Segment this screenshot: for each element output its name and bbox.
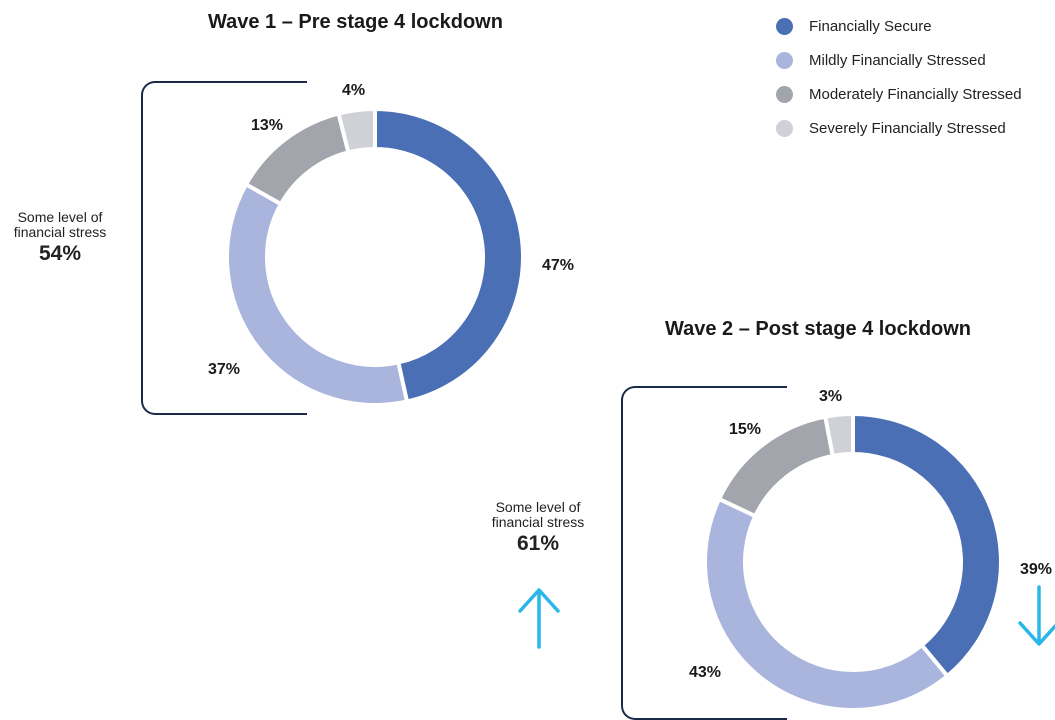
wave2-slice-label-43: 43%: [689, 664, 722, 681]
legend-item-financially-secure: Financially Secure: [776, 9, 1022, 43]
legend-swatch: [776, 85, 793, 103]
legend-item-moderately-stressed: Moderately Financially Stressed: [776, 77, 1022, 111]
arrow-down-icon: [1018, 585, 1055, 646]
wave2-title: Wave 2 – Post stage 4 lockdown: [665, 318, 972, 340]
legend-label: Mildly Financially Stressed: [809, 51, 986, 69]
wave1-callout-value: 54%: [38, 242, 82, 265]
wave2-slice-label-15: 15%: [729, 421, 762, 438]
wave2-slice-severely-stressed: [822, 411, 855, 459]
wave2-slice-mildly-stressed: [703, 496, 951, 712]
legend-swatch: [776, 119, 793, 137]
wave2-slice-label-3: 3%: [819, 388, 843, 405]
wave1-slice-label-37: 37%: [208, 361, 241, 378]
wave2-slice-label-39: 39%: [1020, 561, 1053, 578]
wave2-stress-callout: Some level of financial stress 61%: [488, 500, 588, 556]
wave1-slice-label-47: 47%: [542, 257, 575, 274]
wave1-slice-mildly-stressed: [225, 181, 410, 407]
legend-swatch: [776, 17, 793, 35]
wave1-stress-callout: Some level of financial stress 54%: [10, 210, 110, 266]
wave2-callout-text: Some level of financial stress: [491, 499, 585, 530]
legend-label: Severely Financially Stressed: [809, 119, 1006, 137]
legend: Financially Secure Mildly Financially St…: [776, 9, 1022, 145]
wave1-callout-text: Some level of financial stress: [13, 209, 107, 240]
wave1-slice-financially-secure: [373, 106, 525, 404]
legend-label: Moderately Financially Stressed: [809, 85, 1022, 103]
wave1-title: Wave 1 – Pre stage 4 lockdown: [208, 11, 503, 33]
legend-swatch: [776, 51, 793, 69]
wave1-slice-label-13: 13%: [251, 117, 284, 134]
wave1-stress-bracket: [141, 81, 307, 415]
wave1-slice-label-4: 4%: [342, 82, 366, 99]
arrow-up-icon: [518, 588, 560, 649]
legend-label: Financially Secure: [809, 17, 932, 35]
wave1-slice-severely-stressed: [336, 106, 377, 155]
wave2-callout-value: 61%: [516, 532, 560, 555]
legend-item-severely-stressed: Severely Financially Stressed: [776, 111, 1022, 145]
legend-item-mildly-stressed: Mildly Financially Stressed: [776, 43, 1022, 77]
wave2-slice-financially-secure: [851, 411, 1003, 679]
